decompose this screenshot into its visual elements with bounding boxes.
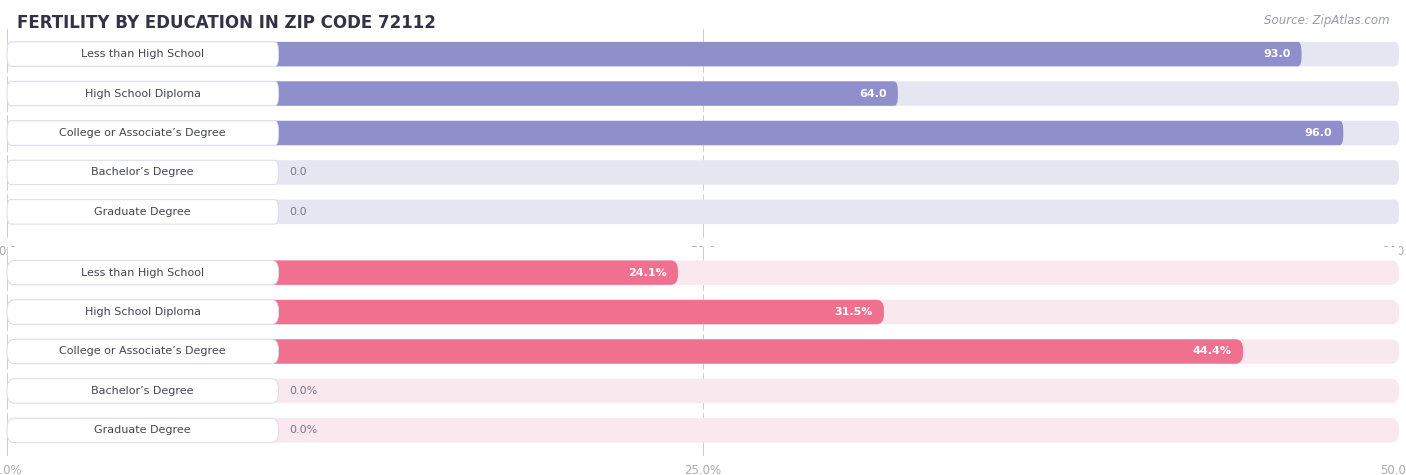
Text: Less than High School: Less than High School [82, 267, 204, 277]
FancyBboxPatch shape [7, 200, 1399, 224]
FancyBboxPatch shape [7, 418, 1399, 443]
FancyBboxPatch shape [7, 418, 278, 443]
Text: 0.0%: 0.0% [290, 426, 318, 436]
FancyBboxPatch shape [7, 42, 278, 66]
Text: Less than High School: Less than High School [82, 49, 204, 59]
FancyBboxPatch shape [7, 339, 1399, 364]
Text: 96.0: 96.0 [1305, 128, 1331, 138]
FancyBboxPatch shape [7, 300, 884, 324]
Text: Graduate Degree: Graduate Degree [94, 207, 191, 217]
Text: Bachelor’s Degree: Bachelor’s Degree [91, 386, 194, 396]
Text: 31.5%: 31.5% [834, 307, 873, 317]
FancyBboxPatch shape [7, 121, 1399, 145]
FancyBboxPatch shape [7, 42, 1302, 66]
FancyBboxPatch shape [7, 300, 1399, 324]
FancyBboxPatch shape [7, 121, 1343, 145]
FancyBboxPatch shape [7, 160, 278, 185]
FancyBboxPatch shape [7, 81, 898, 106]
Text: Source: ZipAtlas.com: Source: ZipAtlas.com [1264, 14, 1389, 27]
Text: 0.0: 0.0 [290, 207, 308, 217]
FancyBboxPatch shape [7, 379, 278, 403]
FancyBboxPatch shape [7, 121, 278, 145]
FancyBboxPatch shape [7, 200, 278, 224]
FancyBboxPatch shape [7, 160, 278, 185]
Text: High School Diploma: High School Diploma [84, 307, 201, 317]
FancyBboxPatch shape [7, 81, 278, 106]
FancyBboxPatch shape [7, 379, 1399, 403]
Text: 93.0: 93.0 [1263, 49, 1291, 59]
FancyBboxPatch shape [7, 260, 278, 285]
FancyBboxPatch shape [7, 379, 278, 403]
FancyBboxPatch shape [7, 339, 1243, 364]
Text: 0.0%: 0.0% [290, 386, 318, 396]
FancyBboxPatch shape [7, 160, 1399, 185]
Text: 44.4%: 44.4% [1192, 346, 1232, 357]
Text: High School Diploma: High School Diploma [84, 88, 201, 99]
Text: 64.0: 64.0 [859, 88, 887, 99]
Text: 24.1%: 24.1% [628, 267, 666, 277]
Text: Graduate Degree: Graduate Degree [94, 426, 191, 436]
Text: 0.0: 0.0 [290, 167, 308, 178]
FancyBboxPatch shape [7, 300, 278, 324]
FancyBboxPatch shape [7, 339, 278, 364]
Text: College or Associate’s Degree: College or Associate’s Degree [59, 346, 226, 357]
FancyBboxPatch shape [7, 42, 1399, 66]
FancyBboxPatch shape [7, 260, 1399, 285]
FancyBboxPatch shape [7, 200, 278, 224]
FancyBboxPatch shape [7, 81, 1399, 106]
Text: Bachelor’s Degree: Bachelor’s Degree [91, 167, 194, 178]
Text: FERTILITY BY EDUCATION IN ZIP CODE 72112: FERTILITY BY EDUCATION IN ZIP CODE 72112 [17, 14, 436, 32]
FancyBboxPatch shape [7, 418, 278, 443]
FancyBboxPatch shape [7, 260, 678, 285]
Text: College or Associate’s Degree: College or Associate’s Degree [59, 128, 226, 138]
